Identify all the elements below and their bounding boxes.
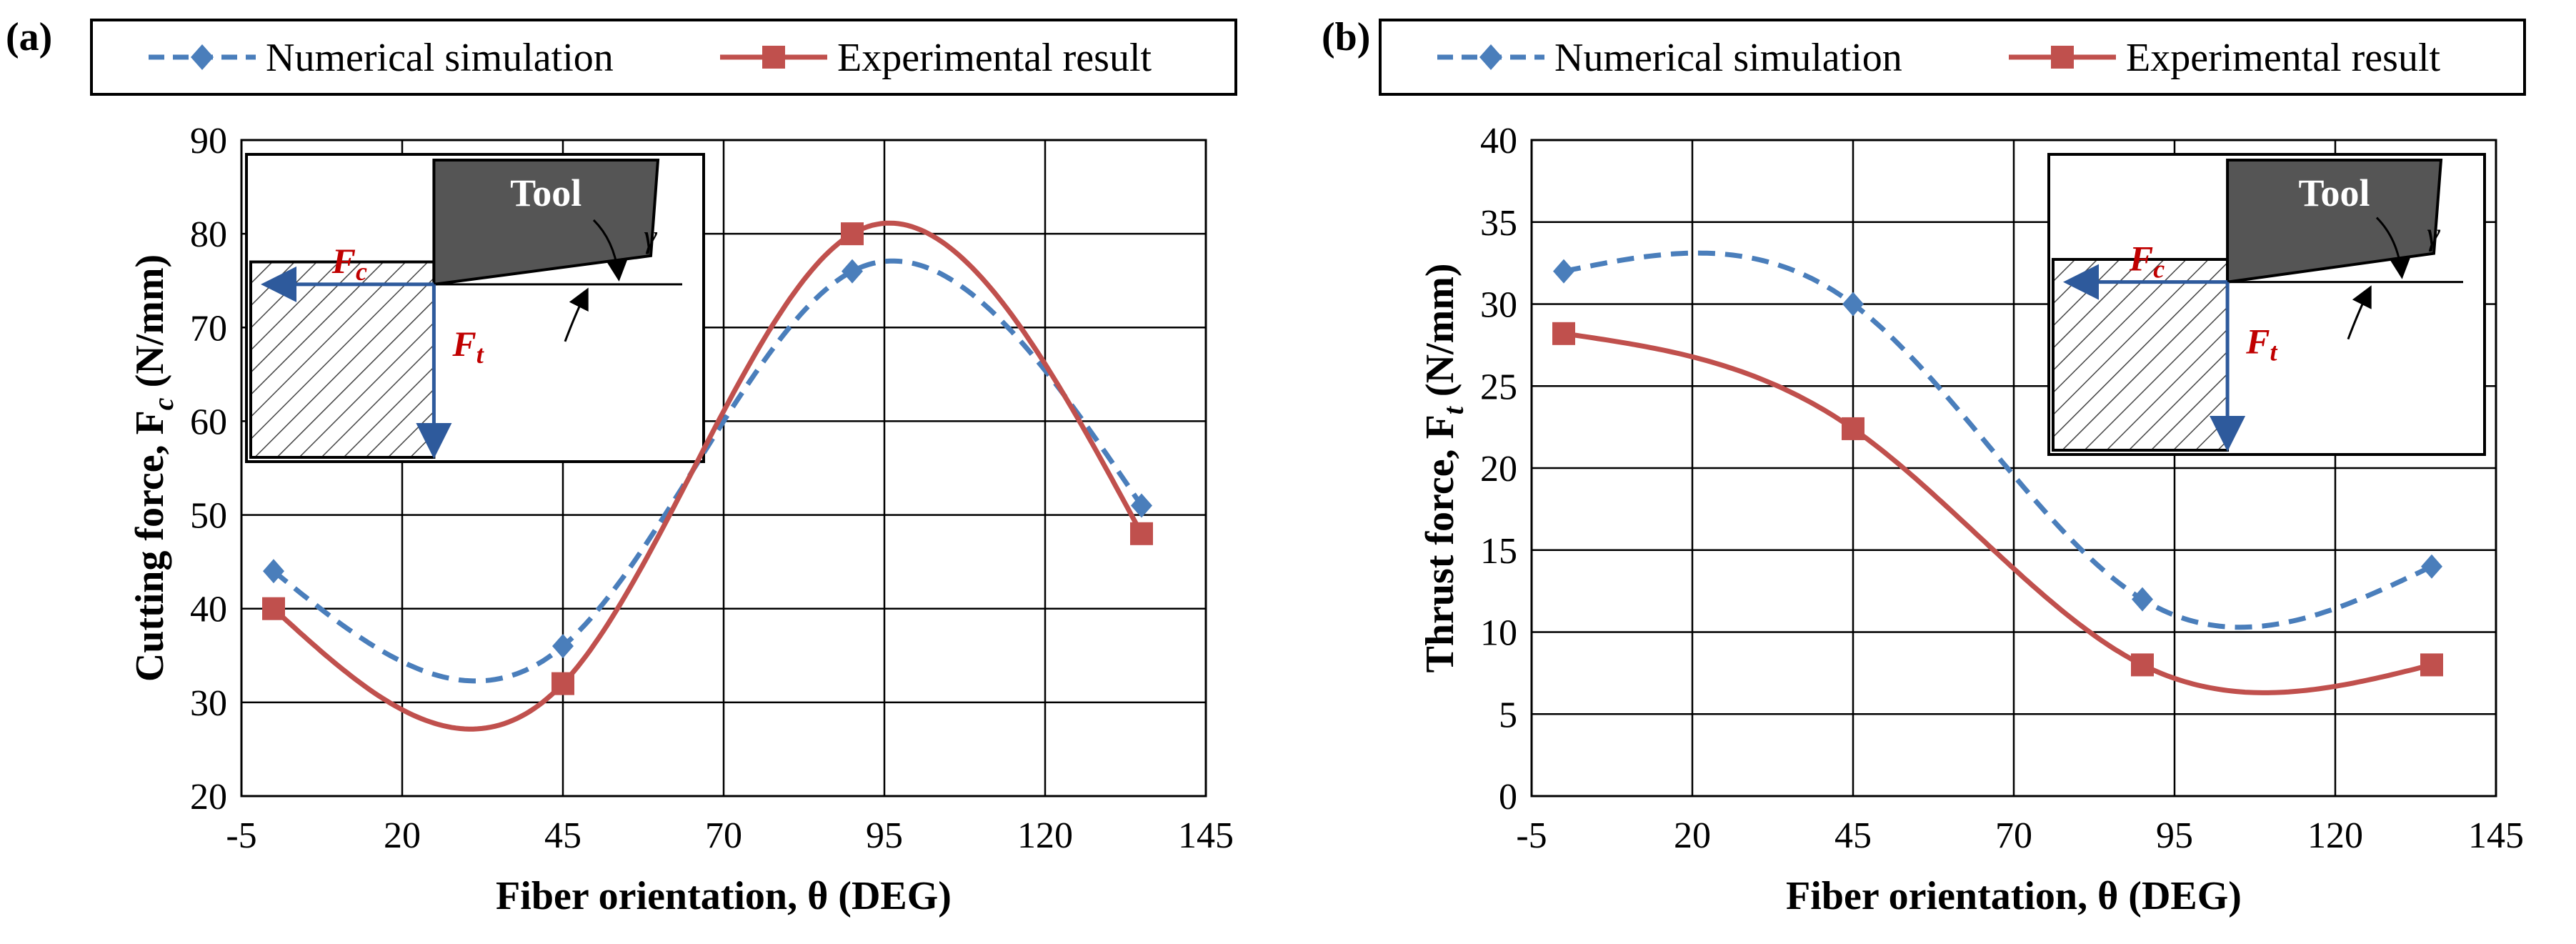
y-tick-label: 20 [1480,449,1517,490]
x-tick-label: 20 [1674,815,1711,856]
y-tick-label: 40 [1480,121,1517,162]
legend-label: Experimental result [2126,36,2441,80]
series-line [271,220,1144,732]
x-tick-label: 45 [1834,815,1872,856]
legend-label: Experimental result [837,36,1152,80]
data-point-square [841,222,864,246]
legend: Numerical simulation Experimental result [90,19,1237,96]
data-point-diamond [2132,587,2153,612]
y-tick-label: 10 [1480,613,1517,654]
legend: Numerical simulation Experimental result [1379,19,2526,96]
y-tick-label: 70 [190,308,227,349]
workpiece-hatch [249,260,436,459]
y-tick-label: 40 [190,590,227,630]
legend-marker-square [762,46,785,69]
plot-area-frame [1530,139,2497,798]
series-experimental-result [262,220,1153,732]
data-point-diamond [1131,493,1152,518]
angle-arrow-top [592,219,628,282]
series-numerical-simulation [1553,250,2442,630]
x-axis-label: Fiber orientation, θ (DEG) [496,874,952,918]
y-axis-label: Thrust force, Ft (N/mm) [1418,263,1469,672]
angle-arrow-top [2375,217,2411,279]
x-tick-label: 20 [384,815,421,856]
plot-area-frame [240,139,1207,798]
series-experimental-result [1552,322,2443,695]
y-tick-label: 30 [1480,285,1517,326]
x-tick-label: 145 [1178,815,1234,856]
x-tick-label: 145 [2468,815,2524,856]
y-tick-label: 35 [1480,203,1517,244]
y-tick-label: 60 [190,402,227,442]
tool-label: Tool [510,172,581,214]
tool-shape [432,159,660,287]
y-tick-label: 90 [190,121,227,162]
legend-marker-square [2051,46,2074,69]
y-tick-label: 25 [1480,367,1517,407]
data-point-square [551,672,574,695]
y-tick-label: 20 [190,777,227,818]
data-point-square [2420,653,2443,677]
data-point-diamond [552,634,574,659]
data-point-square [262,597,285,620]
series-line [1563,331,2432,695]
x-tick-label: 120 [2307,815,2363,856]
x-axis-label: Fiber orientation, θ (DEG) [1786,874,2242,918]
data-point-diamond [1842,292,1864,317]
angle-arrow-bottom [564,287,589,342]
data-point-diamond [263,559,284,584]
x-tick-label: -5 [1516,815,1547,856]
data-point-square [1552,322,1575,345]
y-tick-label: 50 [190,496,227,537]
rake-angle-label: γ [2427,216,2441,252]
y-axis-label: Cutting force, Fc (N/mm) [128,254,179,682]
x-tick-label: 95 [866,815,903,856]
data-point-diamond [1553,259,1574,284]
legend-box [90,19,1237,96]
data-point-square [1130,522,1153,545]
y-tick-label: 5 [1499,695,1517,735]
panel-label: (a) [6,15,52,59]
x-tick-label: 70 [1995,815,2032,856]
tool-shape [2226,159,2443,284]
data-point-diamond [2421,554,2442,579]
chart-b: -5 20 45 70 95 120 145 0 5 10 15 20 25 30 35 40 Fiber or… [1322,15,2526,918]
y-tick-label: 15 [1480,531,1517,572]
y-tick-label: 30 [190,683,227,724]
x-tick-label: 45 [544,815,581,856]
x-tick-label: 120 [1017,815,1073,856]
panel-label: (b) [1322,15,1370,59]
legend-label: Numerical simulation [1554,36,1902,80]
legend-marker-diamond [1479,44,1502,70]
workpiece-hatch [2052,258,2230,452]
angle-arrow-bottom [2347,285,2372,340]
data-point-square [1842,417,1864,440]
series-line [1563,250,2433,630]
legend-box [1379,19,2526,96]
legend-marker-diamond [191,44,214,70]
y-tick-label: 0 [1499,777,1517,818]
tool-label: Tool [2299,172,2370,214]
x-tick-label: 95 [2156,815,2193,856]
rake-angle-label: γ [644,218,658,254]
x-tick-label: 70 [705,815,742,856]
y-tick-label: 80 [190,214,227,255]
data-point-diamond [842,259,863,284]
data-point-square [2131,653,2154,677]
x-tick-label: -5 [226,815,256,856]
legend-label: Numerical simulation [266,36,614,80]
